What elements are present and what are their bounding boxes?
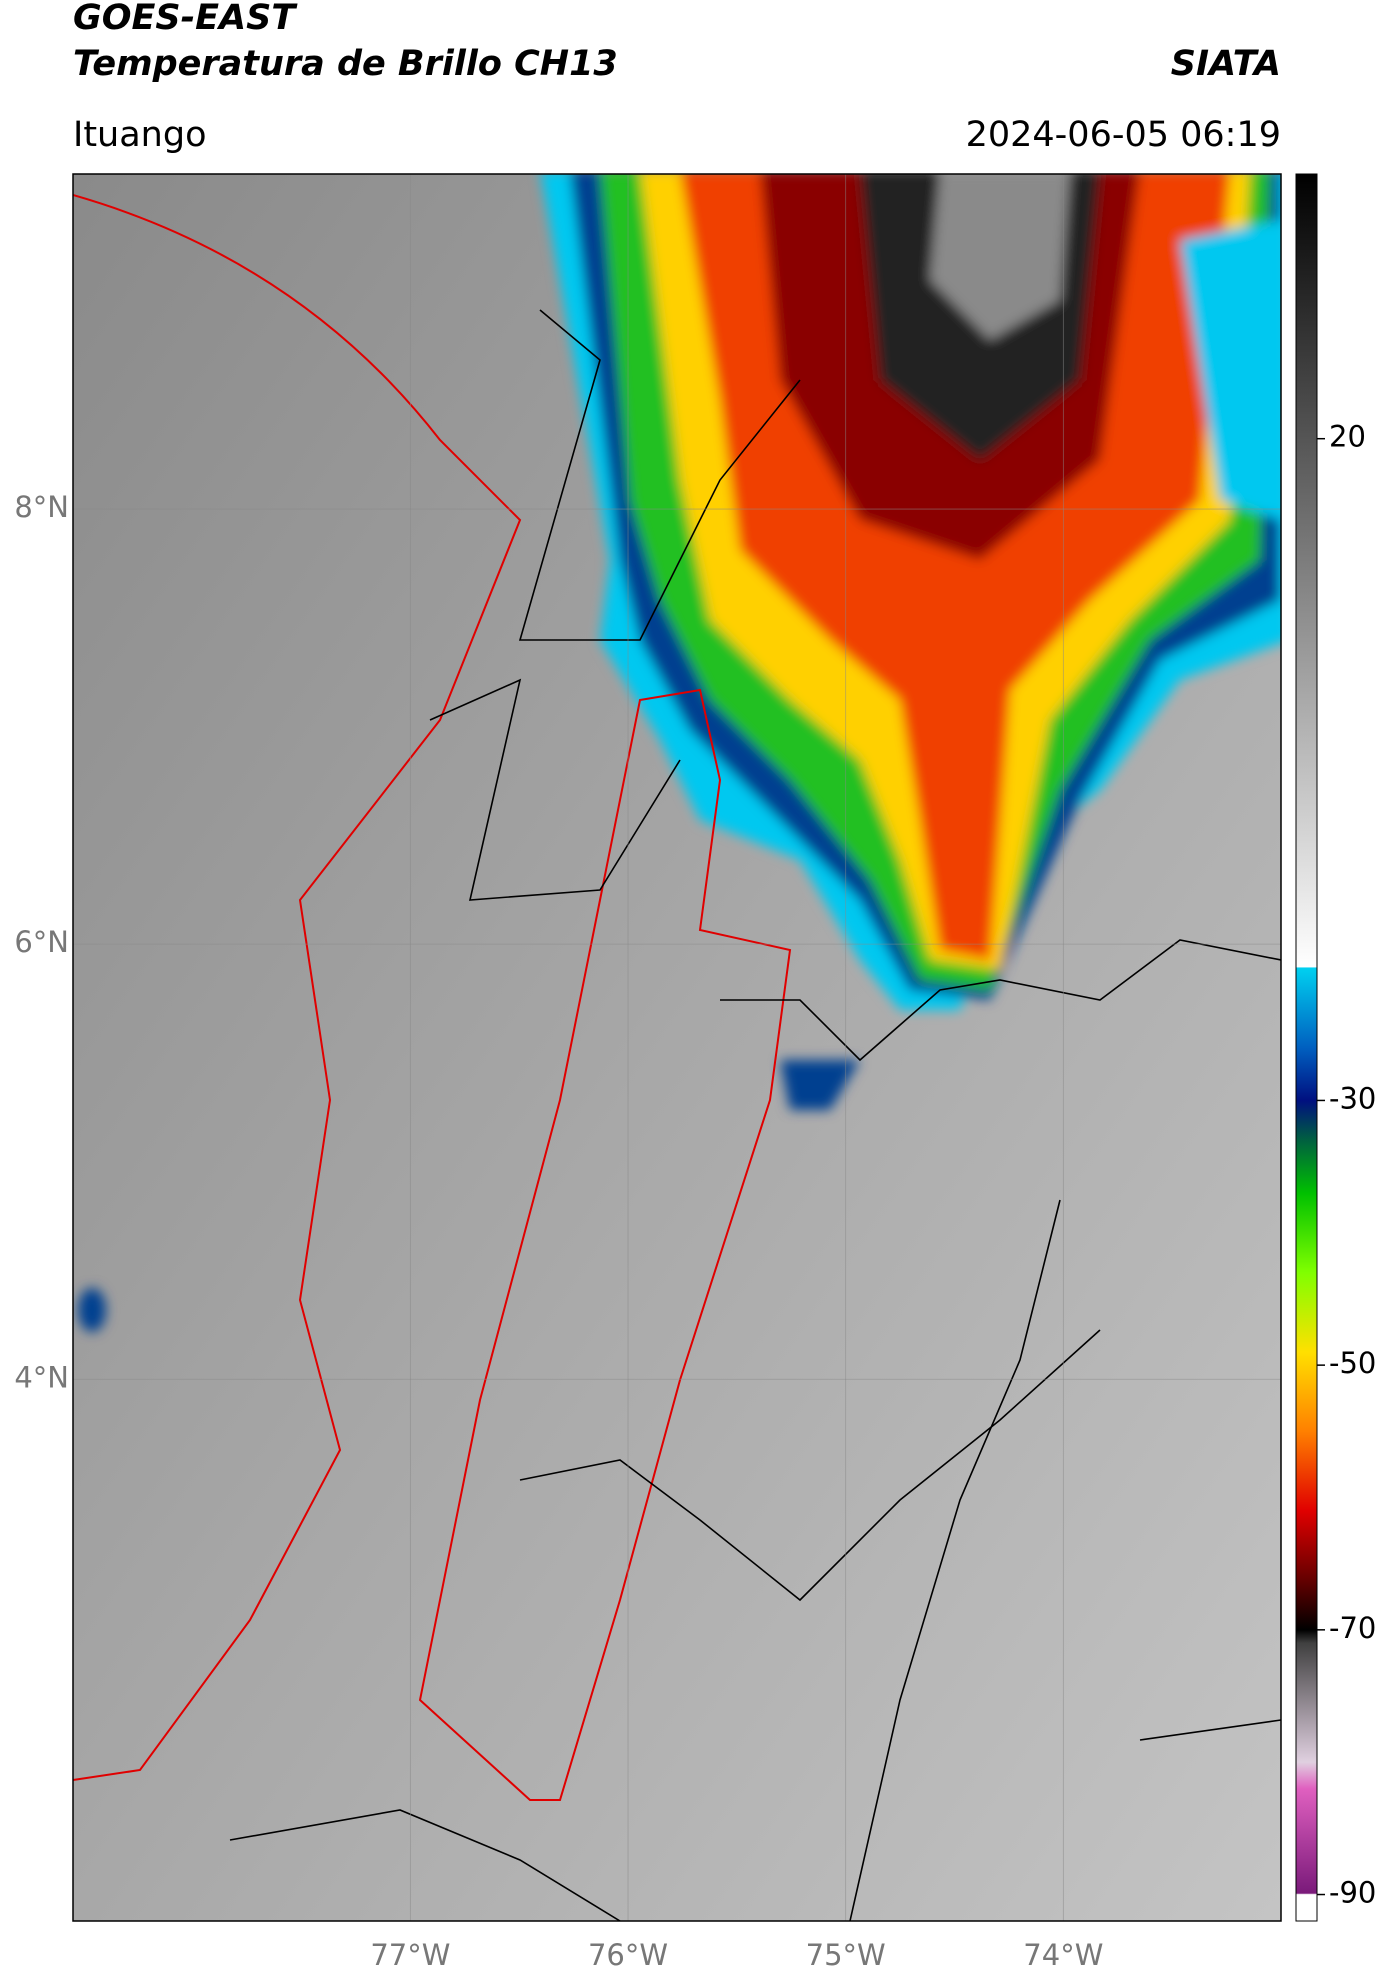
colorbar-tick-label: -50 <box>1329 1346 1376 1380</box>
x-tick-label: 76°W <box>588 1938 668 1972</box>
colorbar-tick-label: -70 <box>1329 1611 1376 1645</box>
map-image <box>73 174 1281 1921</box>
colorbar-tick-label: -30 <box>1329 1081 1376 1115</box>
y-tick-label: 4°N <box>14 1360 69 1394</box>
x-tick-label: 75°W <box>806 1938 886 1972</box>
x-tick-label: 77°W <box>370 1938 450 1972</box>
y-tick-label: 6°N <box>14 925 69 959</box>
grid <box>73 174 1281 1921</box>
datetime: 2024-06-05 06:19 <box>966 115 1281 155</box>
colorbar-tick-label: -90 <box>1329 1876 1376 1910</box>
map-frame <box>72 173 1282 1922</box>
x-tick-label: 74°W <box>1023 1938 1103 1972</box>
subtitle: Temperatura de Brillo CH13 <box>73 44 618 84</box>
agency: SIATA <box>1171 44 1281 84</box>
y-tick-label: 8°N <box>14 490 69 524</box>
red-borders <box>73 194 792 1801</box>
location: Ituango <box>73 115 207 155</box>
colorbar-ramp <box>1295 173 1318 1922</box>
title: GOES-EAST <box>73 0 298 38</box>
colorbar-tick-label: 20 <box>1329 420 1366 454</box>
clouds <box>78 174 1281 1332</box>
colorbar: 20 -30 -50 -70 -90 <box>1295 173 1376 1922</box>
black-borders <box>229 309 1281 1921</box>
